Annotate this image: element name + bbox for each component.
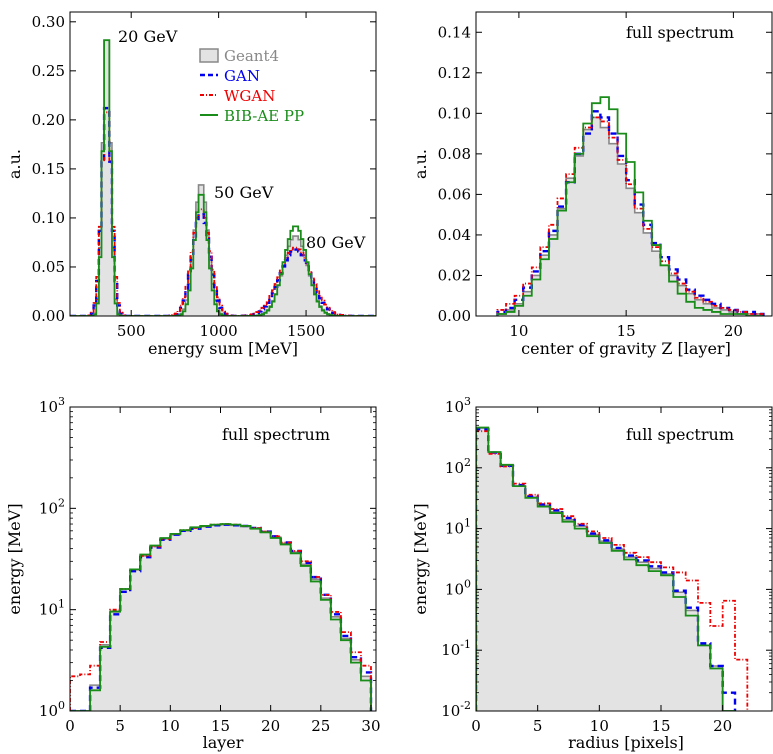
y-tick-label: 0.04	[438, 226, 471, 244]
legend-swatch	[199, 48, 219, 63]
annotation-80gev: 80 GeV	[306, 233, 366, 252]
y-axis-label: a.u.	[411, 149, 430, 179]
x-tick-label: 10	[590, 717, 609, 735]
series-bib-ae-pp	[496, 96, 764, 316]
x-tick-label: 20	[261, 717, 280, 735]
axis-ticks: 500 1000 1500 0.00 0.05 0.10 0.15 0.20 0.25 0.30	[32, 12, 376, 340]
x-tick-label: 1500	[287, 322, 325, 340]
plot-frame	[69, 11, 377, 317]
y-tick-label: 0.20	[32, 111, 65, 129]
panel-radius-energy: 0 5 10 15 20 10-2 10-1 100 101 102 103 radius [pix…	[411, 395, 773, 752]
y-tick-label: 10-1	[441, 638, 471, 659]
legend-entry-bibae: BIB-AE PP	[200, 107, 304, 125]
y-tick-label: 0.12	[438, 64, 471, 82]
x-tick-label: 15	[617, 322, 636, 340]
legend-entry-wgan: WGAN	[200, 87, 275, 105]
series-bib-ae-pp	[476, 426, 735, 711]
axis-ticks: 10 15 20 0.00 0.02 0.04 0.06 0.08 0.10 0.12 0.14	[438, 12, 772, 340]
panel-center-of-gravity: 10 15 20 0.00 0.02 0.04 0.06 0.08 0.10 0.12 0.14 c…	[411, 11, 773, 358]
series-wgan	[476, 430, 749, 711]
x-tick-label: 10	[161, 717, 180, 735]
y-tick-label: 102	[39, 496, 65, 517]
y-tick-label: 0.02	[438, 266, 471, 284]
series-gan	[476, 428, 737, 711]
y-tick-label: 0.00	[32, 307, 65, 325]
legend-entry-geant4: Geant4	[199, 47, 279, 65]
y-axis-label: energy [MeV]	[5, 503, 24, 614]
y-tick-label: 102	[445, 456, 471, 477]
x-axis-label: radius [pixels]	[568, 733, 684, 752]
geant4-fill	[70, 40, 376, 316]
geant4-fill	[476, 428, 735, 711]
y-tick-label: 0.05	[32, 258, 65, 276]
axis-ticks: 0 5 10 15 20 25 30 100 101 102 103	[39, 395, 381, 735]
y-tick-label: 0.14	[438, 23, 471, 41]
x-tick-label: 15	[651, 717, 670, 735]
annotation-50gev: 50 GeV	[214, 183, 274, 202]
y-tick-label: 103	[445, 395, 471, 416]
y-tick-label: 0.06	[438, 185, 471, 203]
plot-frame	[69, 406, 377, 712]
plot-area	[476, 426, 749, 711]
y-tick-label: 0.08	[438, 145, 471, 163]
y-tick-label: 101	[39, 598, 65, 619]
y-tick-label: 100	[39, 699, 65, 720]
x-tick-label: 15	[211, 717, 230, 735]
x-tick-label: 25	[311, 717, 330, 735]
annotation-full-spectrum: full spectrum	[626, 425, 734, 444]
y-tick-label: 0.15	[32, 160, 65, 178]
legend: Geant4 GAN WGAN BIB-AE PP	[199, 47, 304, 125]
annotation-full-spectrum: full spectrum	[626, 23, 734, 42]
y-tick-label: 0.25	[32, 62, 65, 80]
y-tick-label: 101	[445, 517, 471, 538]
series-gan	[70, 106, 376, 316]
geant4-fill	[70, 524, 371, 711]
legend-label: Geant4	[224, 47, 279, 65]
annotation-20gev: 20 GeV	[118, 27, 178, 46]
y-tick-label: 10-2	[441, 699, 471, 720]
x-axis-label: center of gravity Z [layer]	[521, 339, 731, 358]
y-axis-label: a.u.	[5, 149, 24, 179]
x-tick-label: 30	[361, 717, 380, 735]
x-tick-label: 1000	[200, 322, 238, 340]
annotation-full-spectrum: full spectrum	[222, 425, 330, 444]
legend-label: GAN	[224, 67, 260, 85]
y-tick-label: 0.10	[438, 104, 471, 122]
plot-frame	[475, 11, 773, 317]
x-axis-label: layer	[203, 733, 244, 752]
x-tick-label: 500	[117, 322, 146, 340]
x-axis-label: energy sum [MeV]	[148, 339, 298, 358]
plot-area	[70, 523, 373, 711]
x-tick-label: 20	[724, 322, 743, 340]
plot-area	[496, 96, 765, 316]
y-tick-label: 0.10	[32, 209, 65, 227]
x-tick-label: 20	[713, 717, 732, 735]
panel-layer-energy: 0 5 10 15 20 25 30 100 101 102 103 layer energy [M…	[5, 395, 381, 752]
series-bib-ae-pp	[70, 523, 372, 711]
panel-energy-sum: 500 1000 15000.000.050.100.150.200.250.30 …	[5, 11, 377, 358]
x-tick-label: 5	[115, 717, 125, 735]
x-tick-label: 10	[509, 322, 528, 340]
y-tick-label: 0.00	[438, 307, 471, 325]
geant4-fill	[497, 117, 764, 316]
y-tick-label: 100	[445, 577, 471, 598]
legend-label: WGAN	[224, 87, 275, 105]
legend-label: BIB-AE PP	[224, 107, 304, 125]
plot-frame	[475, 406, 773, 712]
y-tick-label: 103	[39, 395, 65, 416]
x-tick-label: 5	[533, 717, 543, 735]
y-tick-label: 0.30	[32, 13, 65, 31]
legend-entry-gan: GAN	[200, 67, 260, 85]
y-axis-label: energy [MeV]	[411, 503, 430, 614]
x-tick-label: 0	[65, 717, 75, 735]
axis-ticks: 0 5 10 15 20 10-2 10-1 100 101 102 103	[441, 395, 772, 735]
x-tick-label: 0	[471, 717, 481, 735]
